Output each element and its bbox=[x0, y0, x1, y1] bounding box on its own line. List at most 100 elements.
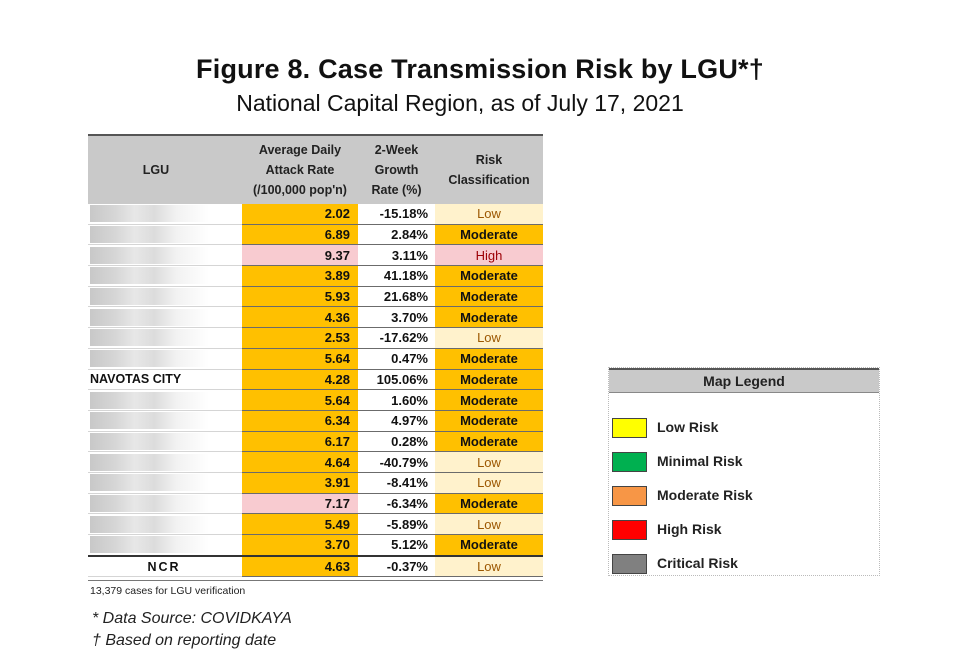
risk-classification-cell: Moderate bbox=[435, 493, 543, 515]
legend-swatch bbox=[612, 554, 647, 574]
table-row: 6.89 2.84% Moderate bbox=[88, 224, 543, 246]
table-total-row: NCR 4.63 -0.37% Low bbox=[88, 554, 543, 578]
risk-table-container: LGU Average Daily Attack Rate (/100,000 … bbox=[88, 134, 543, 578]
attack-rate-cell: 3.89 bbox=[242, 265, 358, 287]
figure-subtitle: National Capital Region, as of July 17, … bbox=[236, 90, 684, 116]
risk-classification-cell: Low bbox=[435, 204, 543, 225]
risk-classification-cell: Moderate bbox=[435, 389, 543, 411]
lgu-cell bbox=[88, 286, 242, 308]
risk-classification-cell: High bbox=[435, 244, 543, 267]
attack-rate-cell: 6.17 bbox=[242, 431, 358, 453]
growth-rate-cell: -8.41% bbox=[358, 472, 435, 494]
risk-classification-cell: Moderate bbox=[435, 224, 543, 246]
legend-item: High Risk bbox=[609, 518, 879, 542]
attack-rate-cell: 6.34 bbox=[242, 410, 358, 432]
growth-rate-cell: -0.37% bbox=[358, 554, 435, 578]
table-row: 9.37 3.11% High bbox=[88, 244, 543, 267]
growth-rate-cell: 21.68% bbox=[358, 286, 435, 308]
risk-table-body: 2.02 -15.18% Low 6.89 2.84% Moderate 9.37 3.11%… bbox=[88, 204, 543, 578]
risk-classification-cell: Moderate bbox=[435, 534, 543, 557]
legend-label: Critical Risk bbox=[657, 555, 738, 571]
legend-swatch bbox=[612, 418, 647, 438]
table-row: 3.91 -8.41% Low bbox=[88, 472, 543, 494]
lgu-cell bbox=[88, 410, 242, 432]
table-row: 3.89 41.18% Moderate bbox=[88, 265, 543, 287]
attack-rate-cell: 5.64 bbox=[242, 348, 358, 370]
redacted-lgu-name bbox=[90, 288, 230, 306]
lgu-cell bbox=[88, 431, 242, 453]
lgu-cell bbox=[88, 389, 242, 411]
legend-label: High Risk bbox=[657, 521, 722, 537]
lgu-cell bbox=[88, 513, 242, 535]
figure-title: Figure 8. Case Transmission Risk by LGU*… bbox=[196, 54, 764, 84]
risk-classification-cell: Low bbox=[435, 513, 543, 535]
redacted-lgu-name bbox=[90, 412, 230, 430]
table-row: 6.17 0.28% Moderate bbox=[88, 431, 543, 453]
legend-swatch bbox=[612, 486, 647, 506]
data-source-note: * Data Source: COVIDKAYA bbox=[92, 610, 292, 627]
redacted-lgu-name bbox=[90, 391, 230, 409]
redacted-lgu-name bbox=[90, 536, 230, 554]
legend-label: Minimal Risk bbox=[657, 453, 743, 469]
redacted-lgu-name bbox=[90, 515, 230, 533]
lgu-cell: NAVOTAS CITY bbox=[88, 369, 242, 391]
header-growth-line2: Growth bbox=[374, 163, 419, 177]
risk-classification-cell: Moderate bbox=[435, 265, 543, 287]
attack-rate-cell: 3.91 bbox=[242, 472, 358, 494]
legend-item: Low Risk bbox=[609, 416, 879, 440]
risk-classification-cell: Moderate bbox=[435, 431, 543, 453]
legend-item: Critical Risk bbox=[609, 552, 879, 576]
legend-swatch bbox=[612, 452, 647, 472]
growth-rate-cell: 105.06% bbox=[358, 369, 435, 391]
attack-rate-cell: 9.37 bbox=[242, 244, 358, 267]
risk-classification-cell: Low bbox=[435, 472, 543, 494]
header-risk-line1: Risk bbox=[475, 153, 503, 167]
redacted-lgu-name bbox=[90, 226, 230, 244]
lgu-cell bbox=[88, 348, 242, 370]
growth-rate-cell: 4.97% bbox=[358, 410, 435, 432]
redacted-lgu-name bbox=[90, 453, 230, 471]
risk-classification-cell: Moderate bbox=[435, 306, 543, 329]
attack-rate-cell: 4.63 bbox=[242, 554, 358, 578]
lgu-cell bbox=[88, 472, 242, 494]
lgu-cell bbox=[88, 534, 242, 557]
lgu-cell bbox=[88, 451, 242, 473]
risk-classification-cell: Low bbox=[435, 327, 543, 349]
legend-label: Low Risk bbox=[657, 419, 719, 435]
growth-rate-cell: -6.34% bbox=[358, 493, 435, 515]
growth-rate-cell: 1.60% bbox=[358, 389, 435, 411]
header-risk-classification: Risk Classification bbox=[435, 134, 543, 204]
attack-rate-cell: 5.49 bbox=[242, 513, 358, 535]
lgu-cell bbox=[88, 306, 242, 329]
growth-rate-cell: 2.84% bbox=[358, 224, 435, 246]
attack-rate-cell: 5.93 bbox=[242, 286, 358, 308]
header-attack-line2: Attack Rate bbox=[265, 163, 335, 177]
verification-note: 13,379 cases for LGU verification bbox=[90, 585, 246, 597]
growth-rate-cell: 0.47% bbox=[358, 348, 435, 370]
attack-rate-cell: 3.70 bbox=[242, 534, 358, 557]
header-attack-rate: Average Daily Attack Rate (/100,000 pop'… bbox=[242, 134, 358, 204]
lgu-cell bbox=[88, 493, 242, 515]
legend-item: Moderate Risk bbox=[609, 484, 879, 508]
growth-rate-cell: -17.62% bbox=[358, 327, 435, 349]
redacted-lgu-name bbox=[90, 474, 230, 492]
risk-classification-cell: Moderate bbox=[435, 369, 543, 391]
attack-rate-cell: 2.53 bbox=[242, 327, 358, 349]
growth-rate-cell: -15.18% bbox=[358, 204, 435, 225]
lgu-cell bbox=[88, 204, 242, 225]
header-growth-line3: Rate (%) bbox=[371, 183, 422, 197]
attack-rate-cell: 7.17 bbox=[242, 493, 358, 515]
lgu-cell bbox=[88, 265, 242, 287]
attack-rate-cell: 4.36 bbox=[242, 306, 358, 329]
header-growth-line1: 2-Week bbox=[374, 143, 419, 157]
growth-rate-cell: 0.28% bbox=[358, 431, 435, 453]
table-row: 2.02 -15.18% Low bbox=[88, 204, 543, 225]
table-row: 5.64 0.47% Moderate bbox=[88, 348, 543, 370]
footnote-box bbox=[88, 580, 543, 603]
table-row: 4.36 3.70% Moderate bbox=[88, 306, 543, 329]
table-row: 5.64 1.60% Moderate bbox=[88, 389, 543, 411]
header-lgu: LGU bbox=[88, 134, 242, 204]
growth-rate-cell: 5.12% bbox=[358, 534, 435, 557]
table-row: 5.93 21.68% Moderate bbox=[88, 286, 543, 308]
risk-classification-cell: Moderate bbox=[435, 410, 543, 432]
